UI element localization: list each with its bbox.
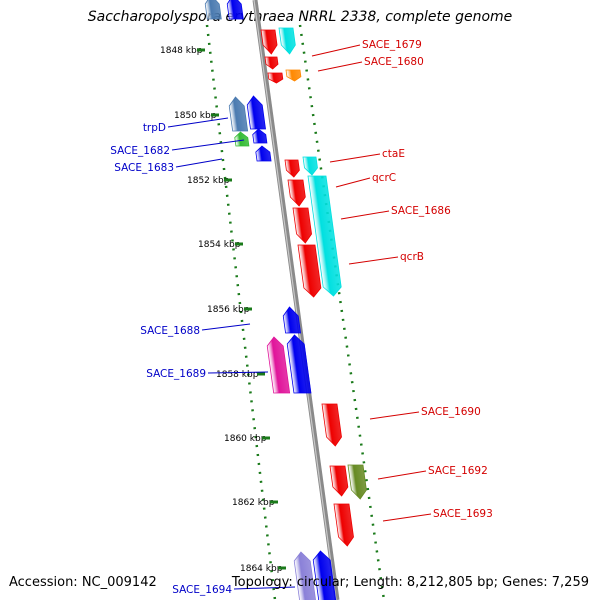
kbp-label: 1852 kbp	[187, 176, 230, 186]
gene-arrow[interactable]	[260, 29, 278, 55]
backbone-highlight	[253, 0, 337, 600]
gene-label-sace-1693[interactable]: SACE_1693	[433, 508, 493, 520]
gene-label-sace-1680[interactable]: SACE_1680	[364, 56, 424, 68]
accession-label: Accession: NC_009142	[9, 575, 157, 590]
kbp-label: 1854 kbp	[198, 240, 241, 250]
topology-label: Topology: circular; Length: 8,212,805 bp…	[231, 575, 589, 590]
gene-label-leader	[167, 117, 229, 128]
reverse-guide-line	[205, 24, 277, 600]
gene-label-leader	[340, 210, 390, 220]
gene-arrow[interactable]	[285, 69, 302, 82]
kbp-label: 1862 kbp	[232, 498, 275, 508]
gene-arrow[interactable]	[226, 0, 244, 20]
gene-label-leader	[233, 586, 296, 590]
gene-label-leader	[329, 153, 381, 163]
gene-label-leader	[348, 256, 399, 265]
gene-arrow[interactable]	[255, 145, 272, 162]
gene-label-sace-1688[interactable]: SACE_1688	[140, 325, 200, 337]
gene-arrow[interactable]	[246, 95, 266, 130]
gene-label-leader	[317, 61, 363, 72]
gene-arrow[interactable]	[282, 306, 302, 334]
kbp-label: 1850 kbp	[174, 111, 217, 121]
gene-label-sace-1682[interactable]: SACE_1682	[110, 145, 170, 157]
gene-arrow[interactable]	[292, 207, 313, 244]
strand-guides	[205, 24, 386, 600]
gene-label-leader	[369, 411, 420, 420]
gene-label-sace-1686[interactable]: SACE_1686	[391, 205, 451, 217]
gene-arrow[interactable]	[234, 131, 250, 147]
gene-arrow[interactable]	[266, 336, 291, 394]
gene-label-sace-1689[interactable]: SACE_1689	[146, 368, 206, 380]
map-title: Saccharopolyspora erythraea NRRL 2338, c…	[87, 9, 513, 25]
gene-label-qcrb[interactable]: qcrB	[400, 251, 424, 263]
kbp-label: 1864 kbp	[240, 564, 283, 574]
gene-label-leader	[201, 323, 251, 331]
gene-label-sace-1683[interactable]: SACE_1683	[114, 162, 174, 174]
gene-label-qcrc[interactable]: qcrC	[372, 172, 396, 184]
gene-label-sace-1690[interactable]: SACE_1690	[421, 406, 481, 418]
gene-features	[204, 0, 368, 600]
kbp-label: 1848 kbp	[160, 46, 203, 56]
gene-arrow[interactable]	[312, 550, 337, 600]
gene-arrow[interactable]	[228, 96, 249, 132]
gene-label-sace-1679[interactable]: SACE_1679	[362, 39, 422, 51]
gene-label-leader	[207, 371, 269, 374]
gene-label-leader	[377, 470, 427, 480]
gene-arrow[interactable]	[286, 334, 312, 394]
gene-label-ctae[interactable]: ctaE	[382, 148, 405, 160]
gene-arrow[interactable]	[287, 179, 307, 207]
gene-arrow[interactable]	[321, 403, 343, 447]
gene-label-leader	[335, 177, 371, 188]
gene-label-leader	[171, 139, 245, 151]
gene-arrow[interactable]	[264, 56, 279, 70]
gene-label-sace-1694[interactable]: SACE_1694	[172, 584, 232, 596]
gene-arrow[interactable]	[333, 503, 355, 547]
gene-label-leader	[311, 44, 361, 57]
gene-arrow[interactable]	[278, 27, 297, 55]
gene-arrow[interactable]	[302, 156, 318, 176]
gene-arrow[interactable]	[297, 244, 322, 298]
gene-arrow[interactable]	[204, 0, 222, 20]
gene-arrow[interactable]	[267, 72, 284, 84]
gene-arrow[interactable]	[252, 128, 268, 144]
gene-label-sace-1692[interactable]: SACE_1692	[428, 465, 488, 477]
gene-label-leader	[175, 158, 223, 168]
gene-arrow[interactable]	[329, 465, 349, 497]
gene-arrow[interactable]	[347, 464, 368, 500]
gene-label-leader	[382, 513, 432, 522]
gene-arrow[interactable]	[284, 159, 300, 178]
gene-label-trpd[interactable]: trpD	[143, 122, 166, 134]
gene-arrow[interactable]	[293, 551, 317, 600]
genome-backbone	[252, 0, 340, 600]
kbp-label: 1858 kbp	[216, 370, 259, 380]
kbp-label: 1856 kbp	[207, 305, 250, 315]
gene-arrow[interactable]	[307, 175, 342, 297]
kbp-label: 1860 kbp	[224, 434, 267, 444]
